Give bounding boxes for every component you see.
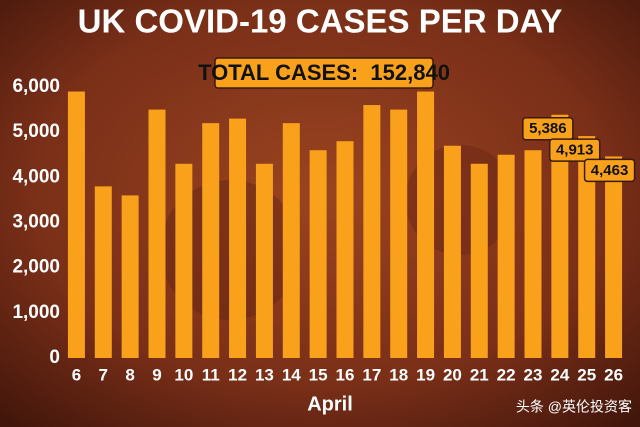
x-tick-label: 13 [255,365,274,384]
x-tick-label: 18 [389,365,408,384]
x-tick-label: 17 [362,365,381,384]
chart-title: UK COVID-19 CASES PER DAY [78,3,563,40]
x-tick-label: 24 [550,365,569,384]
x-tick-label: 15 [309,365,328,384]
bar [229,118,247,358]
x-axis-label: April [307,393,353,415]
x-tick-label: 14 [282,365,301,384]
bar [121,195,139,358]
x-tick-label: 6 [72,365,81,384]
bar [202,123,220,358]
bar [443,145,461,358]
bar [94,186,112,358]
bar [309,150,327,358]
x-tick-label: 11 [202,365,220,384]
x-tick-label: 12 [228,365,247,384]
value-label-box [583,158,636,183]
y-tick-label: 4,000 [12,166,60,187]
annotation: TOTAL CASES: 152,840 [198,60,450,85]
bar [578,136,596,358]
bar [551,114,569,358]
bar [336,141,354,358]
bar [67,91,85,359]
y-tick-label: 1,000 [12,302,60,323]
value-label: 4,463 [591,162,629,179]
x-tick-label: 26 [604,365,623,384]
x-tick-label: 19 [416,365,435,384]
y-tick-label: 6,000 [12,76,60,97]
x-tick-label: 9 [152,365,161,384]
value-label: 5,386 [529,120,567,137]
bar [497,154,515,358]
value-label: 4,913 [556,142,594,159]
y-tick-label: 5,000 [12,121,60,142]
x-tick-label: 23 [524,365,543,384]
watermark: 头条 @英伦投资客 [516,399,632,415]
bar [363,105,381,358]
x-tick-label: 10 [174,365,193,384]
bar [470,163,488,358]
x-tick-label: 21 [470,365,489,384]
y-tick-label: 2,000 [12,257,60,278]
bar [524,150,542,358]
value-label-box [522,116,574,141]
bar [390,109,408,358]
y-tick-label: 3,000 [12,212,60,233]
bar [175,163,193,358]
annotation-box [214,57,434,89]
x-tick-label: 20 [443,365,462,384]
x-tick-label: 8 [125,365,134,384]
x-tick-label: 22 [497,365,516,384]
bar [605,156,623,358]
x-tick-label: 25 [577,365,596,384]
y-tick-label: 0 [49,347,60,368]
value-label-box [548,138,601,162]
x-tick-label: 7 [99,365,108,384]
bar [148,109,166,358]
x-tick-label: 16 [336,365,355,384]
bar [255,163,273,358]
bar [282,123,300,358]
bar [417,91,435,359]
